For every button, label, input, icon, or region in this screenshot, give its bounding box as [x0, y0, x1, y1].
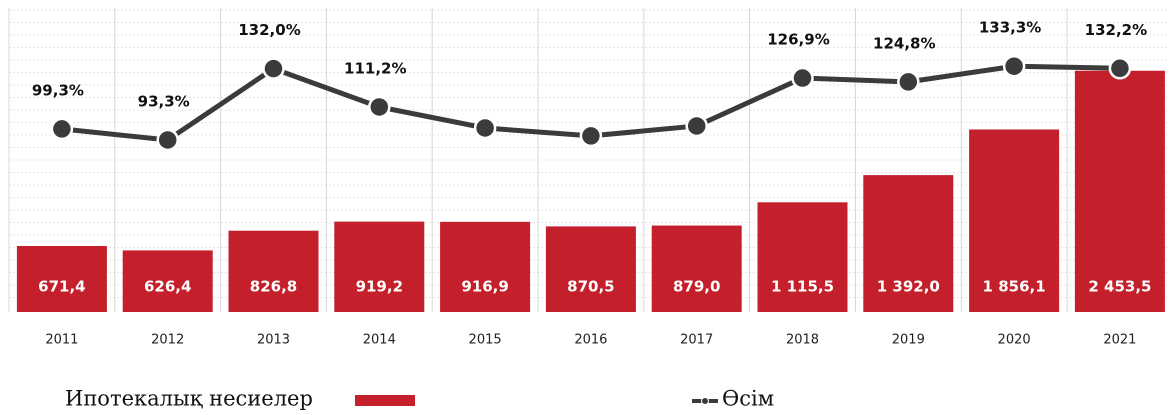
bar-label: 919,2	[356, 278, 403, 296]
marker	[473, 116, 497, 140]
bar	[863, 175, 954, 312]
line-label: 124,8%	[873, 34, 935, 52]
bar-label: 1 392,0	[877, 278, 940, 296]
bar-label: 2 453,5	[1088, 278, 1151, 296]
bar	[334, 221, 425, 312]
bar	[1074, 70, 1165, 312]
bar-label: 1 856,1	[983, 278, 1046, 296]
x-tick-label: 2020	[998, 333, 1031, 348]
line-label: 111,2%	[344, 59, 406, 77]
marker	[156, 128, 179, 152]
line-label: 132,2%	[1085, 21, 1147, 39]
bar-label: 916,9	[461, 278, 508, 296]
bar-label: 826,8	[250, 278, 297, 296]
x-tick-label: 2014	[363, 333, 396, 348]
bar	[651, 225, 742, 312]
marker	[368, 95, 391, 119]
bar	[16, 245, 107, 312]
bar-label: 879,0	[673, 278, 720, 296]
legend-label: Өсім	[722, 387, 774, 411]
line-label: 133,3%	[979, 19, 1041, 37]
marker	[685, 114, 708, 138]
bar	[757, 202, 848, 312]
legend-marker	[701, 397, 709, 405]
legend-swatch	[355, 395, 415, 406]
bar	[969, 129, 1060, 312]
legend-label: Ипотекалық несиелер	[65, 387, 313, 411]
bar-label: 671,4	[38, 278, 85, 296]
marker	[50, 117, 74, 141]
marker	[897, 70, 920, 94]
marker	[791, 66, 814, 90]
x-tick-label: 2019	[892, 333, 925, 348]
bar	[228, 230, 319, 312]
bar	[440, 221, 531, 312]
x-tick-label: 2018	[786, 333, 819, 348]
x-tick-label: 2013	[257, 333, 290, 348]
x-tick-label: 2016	[574, 333, 607, 348]
x-tick-label: 2017	[680, 333, 713, 348]
marker	[1108, 57, 1132, 80]
bar	[122, 250, 213, 312]
bar-label: 626,4	[144, 278, 191, 296]
line-label: 99,3%	[32, 81, 84, 99]
marker	[579, 124, 603, 148]
x-tick-label: 2012	[151, 333, 184, 348]
x-tick-label: 2021	[1103, 333, 1136, 348]
bar	[545, 226, 636, 312]
line-label: 93,3%	[138, 92, 190, 110]
line-label: 132,0%	[238, 21, 300, 39]
marker	[262, 57, 285, 80]
line-label: 126,9%	[767, 31, 829, 49]
bar-label: 870,5	[567, 278, 614, 296]
x-tick-label: 2015	[469, 333, 502, 348]
bar-label: 1 115,5	[771, 278, 834, 296]
x-tick-label: 2011	[45, 333, 78, 348]
marker	[1002, 54, 1026, 78]
